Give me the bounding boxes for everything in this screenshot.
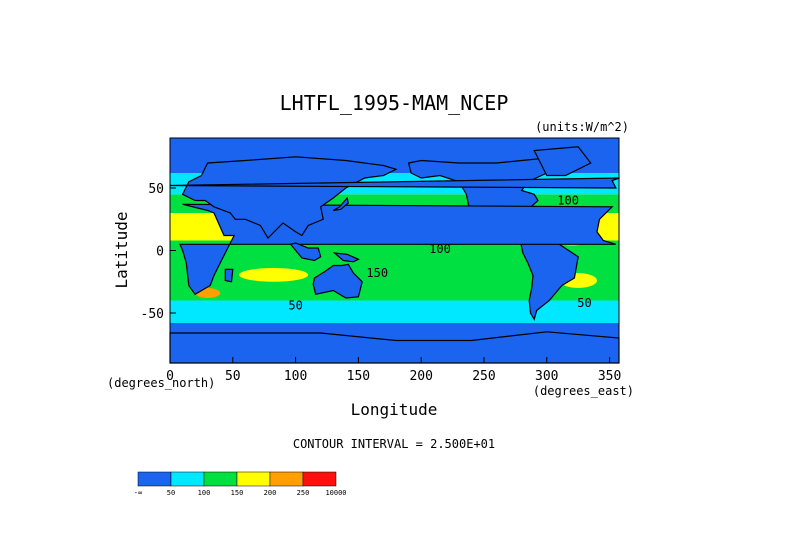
continent-outline [224, 268, 234, 283]
continent-outline [533, 146, 592, 177]
contour-label: 50 [288, 298, 302, 312]
x-tick-label: 250 [472, 369, 495, 384]
x-tick-label: 300 [535, 369, 558, 384]
continent-outline [181, 156, 398, 239]
contour-interval-text: CONTOUR INTERVAL = 2.500E+01 [293, 437, 495, 451]
colorbar-swatch [236, 471, 271, 487]
contour-label: 100 [429, 242, 451, 256]
colorbar-level-label: 150 [231, 489, 244, 497]
y-tick-label: 0 [156, 245, 164, 260]
colorbar-level-label: 200 [264, 489, 277, 497]
continent-outline [312, 263, 363, 299]
chart-title: LHTFL_1995-MAM_NCEP [280, 91, 509, 115]
y-tick-label: 50 [148, 182, 164, 197]
map-field [169, 138, 620, 364]
continent-outline [169, 177, 620, 189]
colorbar-swatch [137, 471, 172, 487]
x-tick-label: 150 [347, 369, 370, 384]
x-axis-ticks: 0 50 100 150 200 250 300 350 [166, 357, 621, 384]
colorbar-swatch [269, 471, 304, 487]
zonal-band [170, 300, 619, 323]
continent-outline [289, 242, 322, 262]
contour-label: 150 [366, 266, 388, 280]
contour-labels: 100 100 150 50 50 [288, 193, 591, 312]
y-axis-units-label: (degrees_north) [107, 376, 215, 390]
colorbar-legend: -∞ 50 100 150 200 250 10000 [134, 471, 347, 497]
y-axis-title: Latitude [112, 211, 131, 288]
high-flux-region [239, 268, 309, 282]
colorbar-level-label: 100 [198, 489, 211, 497]
colorbar-level-label: -∞ [134, 489, 142, 497]
x-axis-units-label: (degrees_east) [533, 384, 634, 398]
contour-label: 100 [557, 193, 579, 207]
colorbar-swatch [170, 471, 205, 487]
x-tick-label: 50 [225, 369, 241, 384]
continent-outline [332, 196, 349, 212]
units-label: (units:W/m^2) [535, 120, 629, 134]
y-axis-ticks: 50 0 -50 [141, 182, 176, 322]
colorbar-swatch [302, 471, 337, 487]
x-tick-label: 0 [166, 369, 174, 384]
colorbar-level-label: 250 [297, 489, 310, 497]
x-tick-label: 100 [284, 369, 307, 384]
y-tick-label: -50 [141, 307, 164, 322]
continent-outline [332, 252, 360, 263]
zonal-band [170, 240, 619, 261]
colorbar-level-label: 50 [167, 489, 175, 497]
x-tick-label: 350 [598, 369, 621, 384]
colorbar-level-label: 10000 [325, 489, 346, 497]
x-axis-title: Longitude [351, 400, 438, 419]
contour-label: 50 [577, 296, 591, 310]
colorbar-swatch [203, 471, 238, 487]
x-tick-label: 200 [409, 369, 432, 384]
